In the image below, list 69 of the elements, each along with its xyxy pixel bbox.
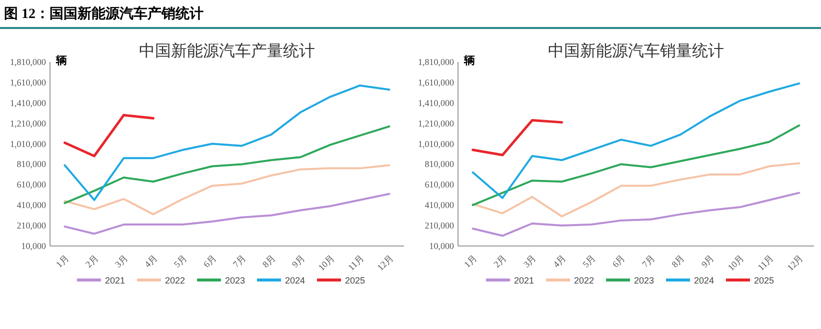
line-series	[64, 125, 390, 204]
legend-label: 2021	[514, 276, 534, 286]
line-series	[472, 162, 800, 218]
x-tick-label: 8月	[260, 252, 278, 270]
x-tick-label: 1月	[462, 252, 479, 270]
y-tick-label: 410,000	[16, 200, 46, 210]
y-tick-label: 410,000	[424, 200, 454, 210]
legend-label: 2023	[225, 276, 246, 286]
legend-label: 2024	[285, 276, 306, 286]
x-tick-label: 2月	[84, 252, 100, 270]
legend-label: 2022	[574, 276, 594, 286]
y-tick-label: 810,000	[16, 159, 46, 170]
x-tick-label: 10月	[726, 252, 746, 273]
y-axis-title: 辆	[463, 54, 475, 67]
legend-label: 2023	[634, 276, 654, 286]
y-tick-label: 810,000	[424, 159, 454, 170]
y-tick-label: 1,610,000	[10, 77, 46, 88]
y-tick-label: 1,810,000	[418, 57, 454, 67]
x-tick-label: 11月	[346, 252, 366, 272]
legend-label: 2025	[345, 276, 366, 286]
x-tick-label: 4月	[551, 252, 568, 270]
x-tick-label: 7月	[231, 252, 248, 270]
x-tick-label: 5月	[580, 252, 598, 270]
x-tick-label: 4月	[142, 252, 160, 270]
y-tick-label: 1,010,000	[10, 138, 46, 149]
y-tick-label: 1,010,000	[418, 138, 454, 149]
chart-title: 中国新能源汽车产量统计	[139, 42, 315, 60]
x-tick-label: 10月	[316, 252, 336, 273]
text: 图 12：国国新能源汽车产销统计	[4, 5, 204, 22]
line-series	[472, 192, 800, 237]
y-tick-label: 210,000	[424, 220, 454, 231]
y-tick-label: 1,410,000	[10, 98, 46, 108]
chart-title: 中国新能源汽车销量统计	[548, 42, 724, 60]
line-series	[64, 192, 390, 235]
x-tick-label: 9月	[699, 252, 716, 270]
x-tick-label: 2月	[492, 252, 508, 270]
x-tick-label: 11月	[756, 252, 776, 272]
y-tick-label: 10,000	[21, 241, 46, 251]
y-tick-label: 1,810,000	[10, 57, 46, 67]
y-tick-label: 10,000	[429, 241, 454, 251]
legend-label: 2024	[694, 276, 714, 286]
legend-label: 2022	[165, 276, 186, 286]
legend-label: 2021	[105, 276, 126, 286]
y-axis-title: 辆	[55, 54, 67, 67]
x-tick-label: 7月	[640, 252, 657, 270]
line-series	[64, 84, 390, 201]
line-series	[472, 124, 800, 206]
x-tick-label: 12月	[785, 252, 806, 273]
line-series	[64, 114, 154, 158]
legend-label: 2025	[754, 276, 774, 286]
x-tick-label: 3月	[521, 252, 538, 270]
y-tick-label: 610,000	[16, 180, 46, 190]
y-tick-label: 1,610,000	[418, 77, 454, 88]
x-tick-label: 1月	[54, 252, 71, 270]
line-series	[64, 164, 390, 216]
x-tick-label: 9月	[290, 252, 307, 270]
x-tick-label: 8月	[670, 252, 686, 270]
x-tick-label: 6月	[610, 252, 628, 270]
line-series	[472, 82, 800, 199]
y-tick-label: 1,210,000	[418, 118, 454, 128]
y-tick-label: 210,000	[16, 220, 46, 231]
line-series	[472, 119, 564, 156]
x-tick-label: 3月	[113, 252, 130, 270]
y-tick-label: 1,210,000	[10, 118, 46, 128]
y-tick-label: 1,410,000	[418, 98, 454, 108]
x-tick-label: 6月	[202, 252, 218, 270]
x-tick-label: 5月	[172, 252, 189, 270]
x-tick-label: 12月	[375, 252, 396, 273]
y-tick-label: 610,000	[424, 180, 454, 190]
